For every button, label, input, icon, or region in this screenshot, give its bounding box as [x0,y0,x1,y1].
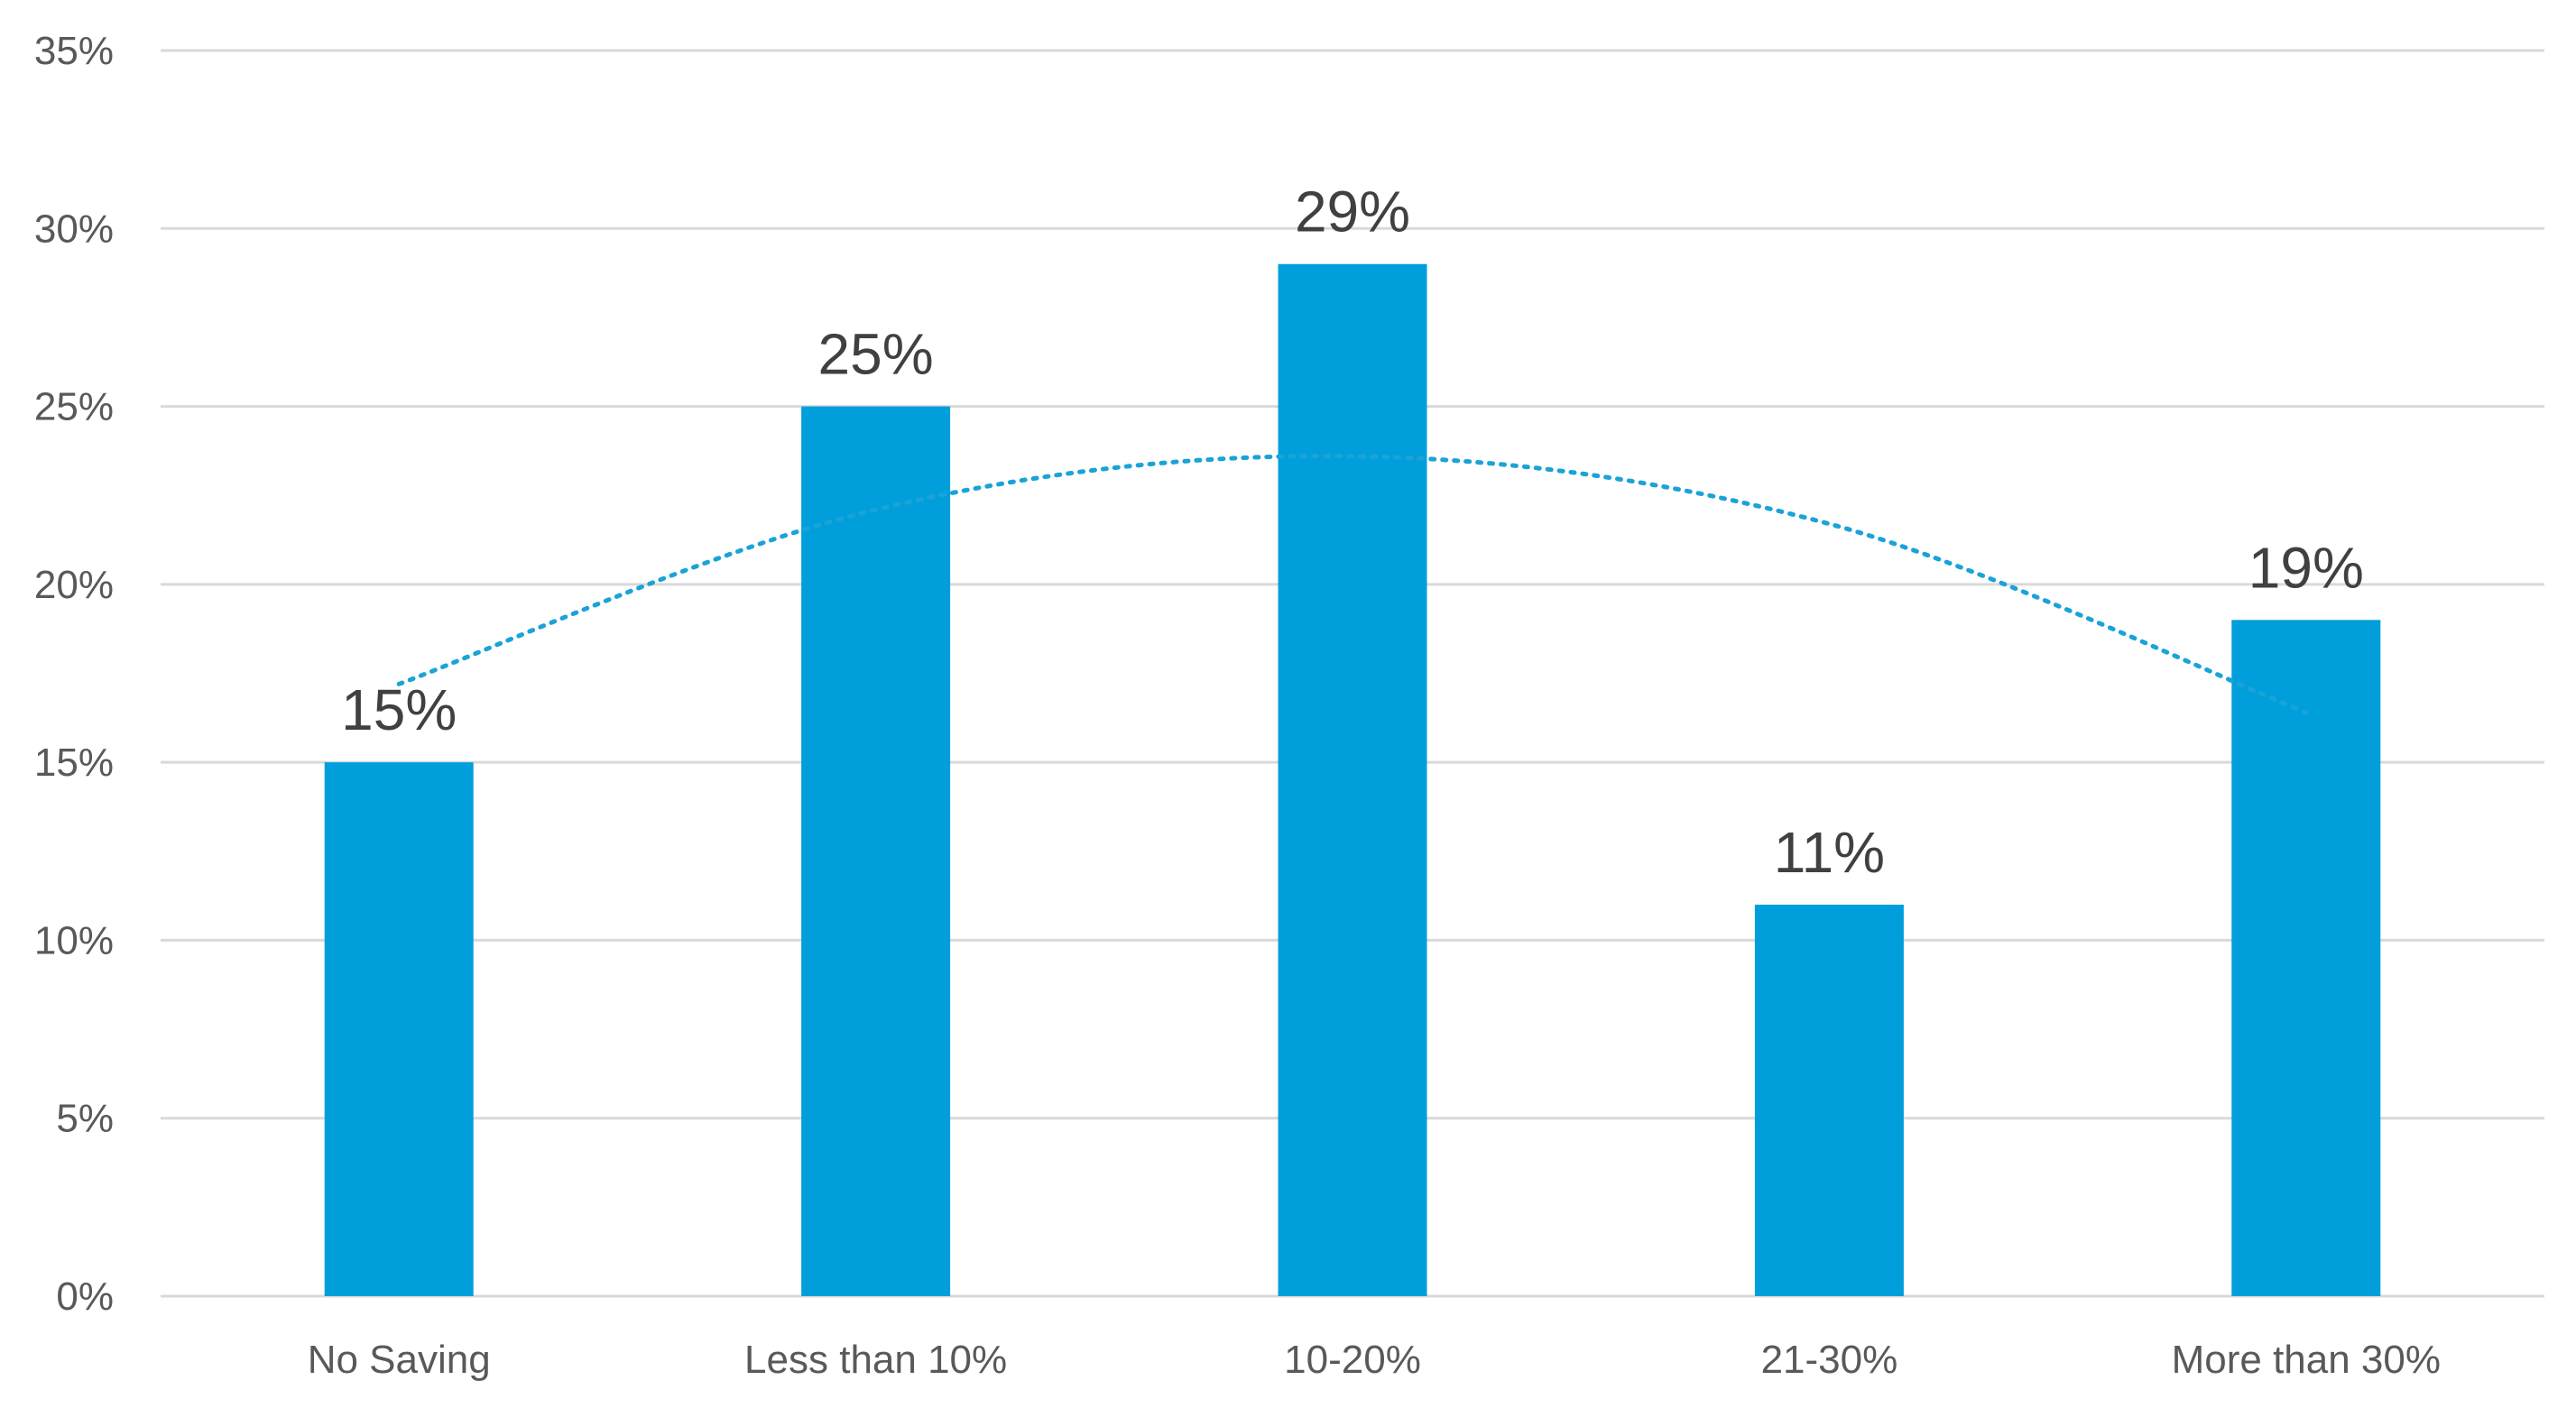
y-tick-label: 5% [56,1097,114,1141]
data-label: 29% [1295,179,1410,244]
data-label: 19% [2248,535,2364,600]
trendline-group [396,454,2309,715]
y-tick-label: 0% [56,1275,114,1319]
y-tick-label: 35% [34,29,114,73]
bars [324,263,2381,1297]
y-tick-label: 30% [34,207,114,251]
x-category-label: No Saving [308,1338,491,1382]
x-axis-category-labels: No Saving Less than 10% 10-20% 21-30% More t… [308,1338,2441,1382]
bar [801,406,951,1297]
bar [324,762,474,1296]
x-category-label: Less than 10% [744,1338,1007,1382]
data-label: 15% [341,677,457,742]
bar [1754,904,1904,1296]
y-tick-label: 15% [34,741,114,785]
y-axis-tick-labels: 0% 5% 10% 15% 20% 25% 30% 35% [34,29,114,1319]
y-tick-label: 25% [34,385,114,429]
x-category-label: 10-20% [1284,1338,1421,1382]
data-label: 25% [818,322,934,387]
y-tick-label: 20% [34,563,114,607]
data-label: 11% [1774,820,1885,885]
x-category-label: More than 30% [2172,1338,2441,1382]
y-tick-label: 10% [34,918,114,962]
polynomial-trendline [396,454,2309,715]
data-labels: 15% 25% 29% 11% 19% [341,179,2364,885]
x-category-label: 21-30% [1761,1338,1898,1382]
bar [1278,263,1427,1296]
bar [2231,620,2381,1296]
